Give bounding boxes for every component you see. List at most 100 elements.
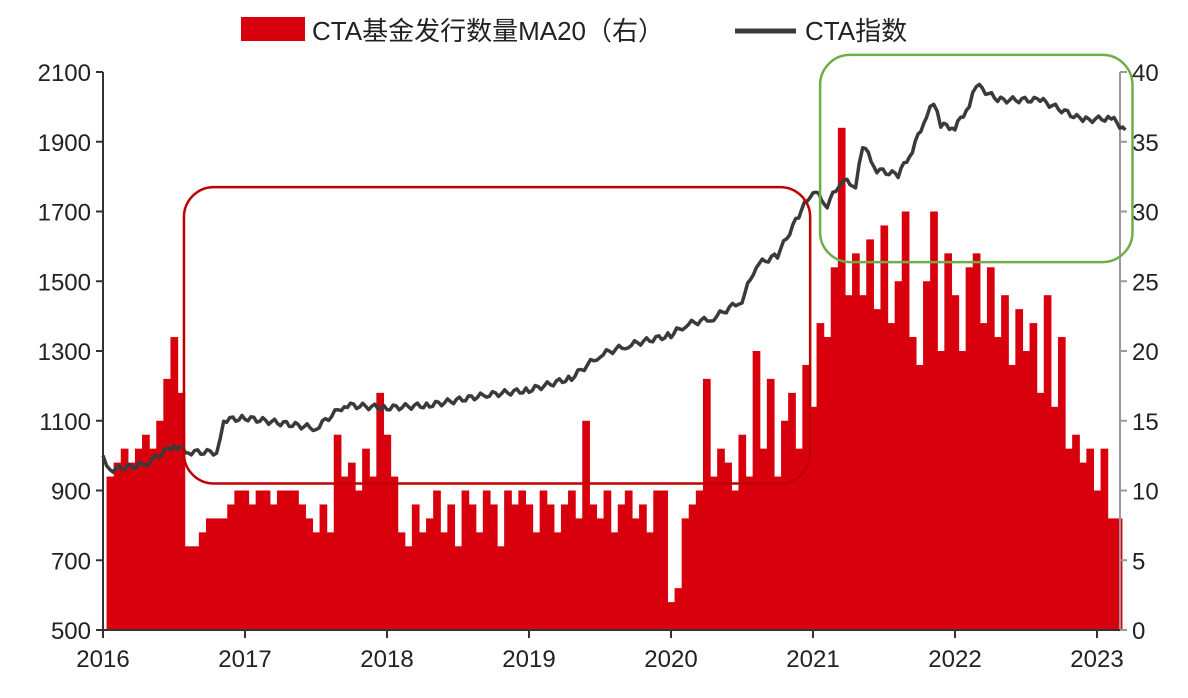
bar (972, 253, 981, 630)
y-left-tick-label: 1700 (38, 200, 91, 227)
bar (433, 490, 441, 630)
bar (795, 448, 803, 630)
bar (688, 504, 697, 630)
bar (142, 434, 150, 630)
bar (291, 490, 299, 630)
y-right-tick-label: 35 (1132, 130, 1159, 157)
bar (1008, 364, 1016, 630)
bar (518, 490, 527, 630)
bar (255, 490, 264, 630)
bar (915, 364, 924, 630)
bar (1072, 434, 1080, 630)
highlight-box-green (818, 53, 1134, 264)
bar (560, 504, 569, 630)
x-tick-label: 2018 (360, 646, 413, 673)
bar (234, 490, 243, 630)
bar (617, 504, 626, 630)
bar (660, 490, 669, 630)
bar (497, 546, 505, 630)
bar (426, 518, 434, 630)
bar (986, 267, 995, 630)
bar (930, 211, 938, 630)
bar (710, 476, 718, 630)
bar (1114, 518, 1123, 630)
bar (120, 448, 129, 630)
bar (276, 490, 285, 630)
y-left-tick-label: 500 (51, 618, 91, 645)
bar (241, 490, 250, 630)
bar (1057, 337, 1066, 630)
y-left-tick-label: 1300 (38, 339, 91, 366)
bar (852, 253, 860, 630)
bar (1043, 295, 1052, 630)
bar (525, 504, 534, 630)
bar (702, 378, 711, 630)
bar (149, 448, 157, 630)
bar-series (106, 127, 1123, 631)
bar (369, 476, 377, 630)
bar (1022, 351, 1031, 630)
bar (227, 504, 235, 630)
bar (489, 504, 498, 630)
bar (873, 309, 882, 630)
bar (752, 351, 761, 630)
y-right-tick-label: 10 (1132, 479, 1159, 506)
bar (901, 211, 910, 630)
y-left-tick-label: 900 (51, 479, 91, 506)
bar (191, 546, 200, 630)
bar (333, 434, 342, 630)
x-tick-label: 2017 (218, 646, 271, 673)
bar (859, 295, 867, 630)
bar (646, 532, 654, 630)
bar (539, 490, 548, 630)
x-tick-label: 2021 (786, 646, 839, 673)
bar (355, 490, 363, 630)
legend-label-bar: CTA基金发行数量MA20（右） (312, 16, 664, 46)
bar (823, 337, 832, 630)
bar (582, 420, 590, 630)
bar (319, 504, 328, 630)
bar (773, 476, 782, 630)
bar (340, 476, 349, 630)
bar (198, 532, 207, 630)
line-series (101, 82, 1127, 474)
bar (511, 504, 519, 630)
bar (944, 253, 953, 630)
y-left-tick-label: 1900 (38, 130, 91, 157)
bar (568, 490, 576, 630)
bar (908, 337, 917, 630)
bar (106, 476, 115, 630)
bar (965, 267, 974, 630)
bar (589, 504, 598, 630)
y-right-tick-label: 5 (1132, 548, 1145, 575)
bar (994, 337, 1002, 630)
bar (610, 532, 619, 630)
bar (575, 518, 583, 630)
bar (695, 490, 704, 630)
bar (1050, 406, 1059, 630)
y-right-tick-label: 30 (1132, 200, 1159, 227)
bar (1065, 448, 1073, 630)
bar (603, 490, 612, 630)
bar (1015, 309, 1024, 630)
bar (390, 476, 399, 630)
bar (653, 490, 661, 630)
bar (220, 518, 228, 630)
bar (213, 518, 221, 630)
bar (404, 546, 413, 630)
bar (958, 351, 967, 630)
bar (362, 448, 370, 630)
bar (717, 448, 725, 630)
y-right-tick-label: 20 (1132, 339, 1159, 366)
bar (745, 476, 754, 630)
bar (802, 364, 811, 630)
bar (127, 462, 136, 630)
y-right-tick-label: 15 (1132, 409, 1159, 436)
axes: 500 700 900 1100 1300 1500 1700 1900 2100 0 5 10 15 2… (38, 60, 1159, 673)
bar (248, 504, 257, 630)
bar (667, 602, 676, 630)
bar (326, 532, 335, 630)
bar (305, 518, 314, 630)
cta-index-line (101, 82, 1127, 474)
